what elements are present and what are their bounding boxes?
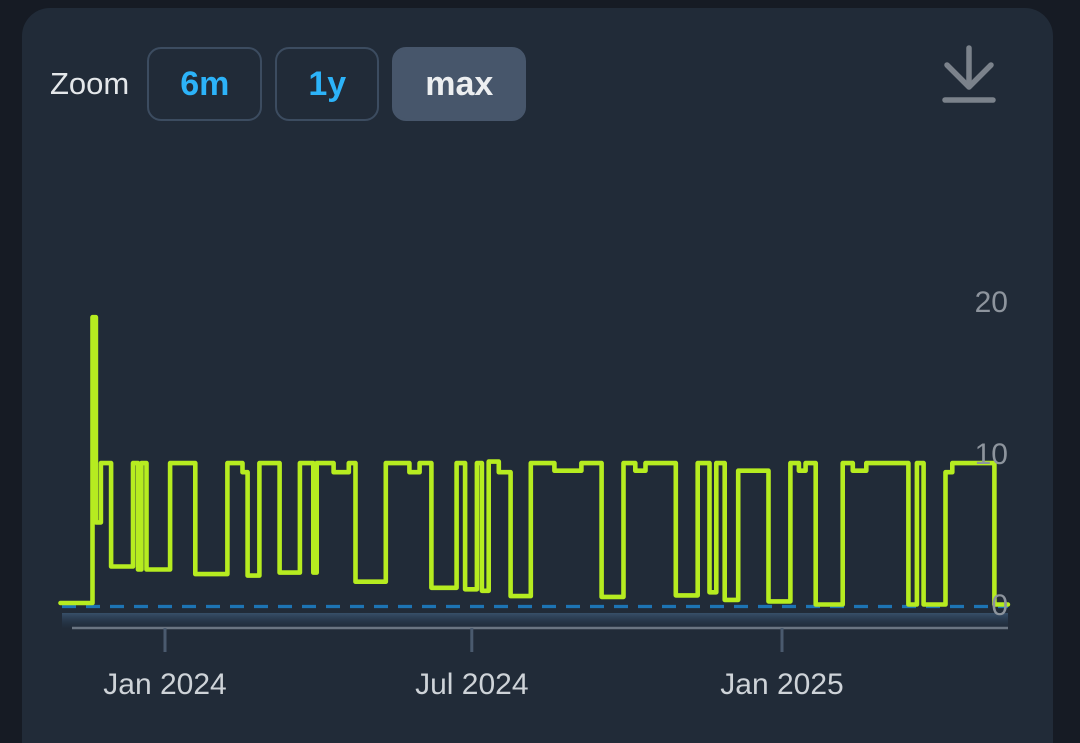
range-button-1y[interactable]: 1y — [275, 47, 380, 121]
x-axis-label: Jul 2024 — [415, 668, 529, 701]
axis-band — [62, 613, 1008, 628]
y-axis-label: 0 — [991, 589, 1008, 622]
download-icon — [942, 45, 996, 103]
x-axis-label: Jan 2024 — [103, 668, 227, 701]
y-axis-label: 20 — [974, 286, 1008, 319]
x-axis-label: Jan 2025 — [720, 668, 844, 701]
download-button[interactable] — [938, 40, 1000, 110]
chart-header: Zoom 6m 1y max — [50, 47, 539, 121]
range-button-6m[interactable]: 6m — [147, 47, 263, 121]
series-line — [58, 314, 1011, 607]
x-axis-ticks — [163, 628, 784, 652]
range-button-max[interactable]: max — [392, 47, 527, 121]
y-axis-label: 10 — [974, 438, 1008, 471]
zoom-label: Zoom — [50, 66, 130, 101]
